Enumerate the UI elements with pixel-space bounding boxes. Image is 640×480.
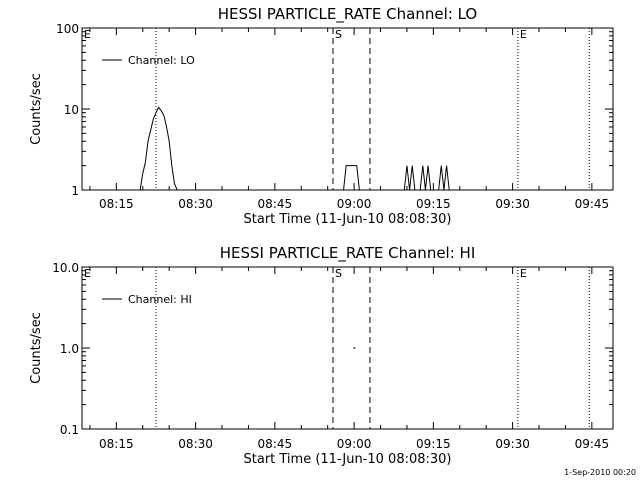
plot-frame — [81, 266, 614, 430]
y-tick-label: 10.0 — [52, 261, 79, 275]
event-marker-label: S — [335, 267, 342, 280]
x-tick-label: 08:45 — [258, 437, 293, 451]
lo-channel-panel: HESSI PARTICLE_RATE Channel: LO 08:15 08:3… — [29, 5, 614, 227]
event-marker-label: E — [520, 28, 527, 41]
y-tick-label: 10 — [64, 103, 79, 117]
event-marker-label: E — [84, 28, 91, 41]
x-tick-label: 08:30 — [178, 197, 213, 211]
x-tick-label: 09:00 — [337, 197, 372, 211]
x-tick-label: 09:45 — [575, 437, 610, 451]
x-tick-label: 09:30 — [495, 437, 530, 451]
hi-channel-panel: HESSI PARTICLE_RATE Channel: HI 08:15 08:3… — [29, 244, 614, 467]
legend-entry: Channel: HI — [128, 293, 192, 306]
chart-title: HESSI PARTICLE_RATE Channel: HI — [220, 244, 476, 263]
x-tick-label: 08:30 — [178, 437, 213, 451]
x-tick-label: 09:00 — [337, 437, 372, 451]
x-axis-label: Start Time (11-Jun-10 08:08:30) — [244, 212, 452, 227]
legend-entry: Channel: LO — [128, 54, 195, 67]
x-axis-label: Start Time (11-Jun-10 08:08:30) — [244, 452, 452, 467]
y-tick-label: 1 — [71, 184, 79, 198]
event-marker-label: S — [335, 28, 342, 41]
y-tick-label: 1.0 — [60, 342, 79, 356]
footer-date-stamp: 1-Sep-2010 00:20 — [564, 468, 636, 477]
x-tick-label: 08:15 — [99, 197, 134, 211]
x-tick-label: 09:15 — [416, 437, 451, 451]
x-tick-label: 08:15 — [99, 437, 134, 451]
x-tick-label: 09:15 — [416, 197, 451, 211]
y-tick-label: 0.1 — [60, 423, 79, 437]
x-tick-label: 09:45 — [575, 197, 610, 211]
y-tick-label: 100 — [56, 22, 79, 36]
chart-title: HESSI PARTICLE_RATE Channel: LO — [218, 5, 477, 24]
event-marker-label: E — [84, 267, 91, 280]
y-axis-label: Counts/sec — [29, 73, 44, 145]
y-axis-label: Counts/sec — [29, 312, 44, 384]
x-tick-label: 08:45 — [258, 197, 293, 211]
x-tick-label: 09:30 — [495, 197, 530, 211]
event-marker-label: E — [520, 267, 527, 280]
series-line — [139, 106, 450, 191]
